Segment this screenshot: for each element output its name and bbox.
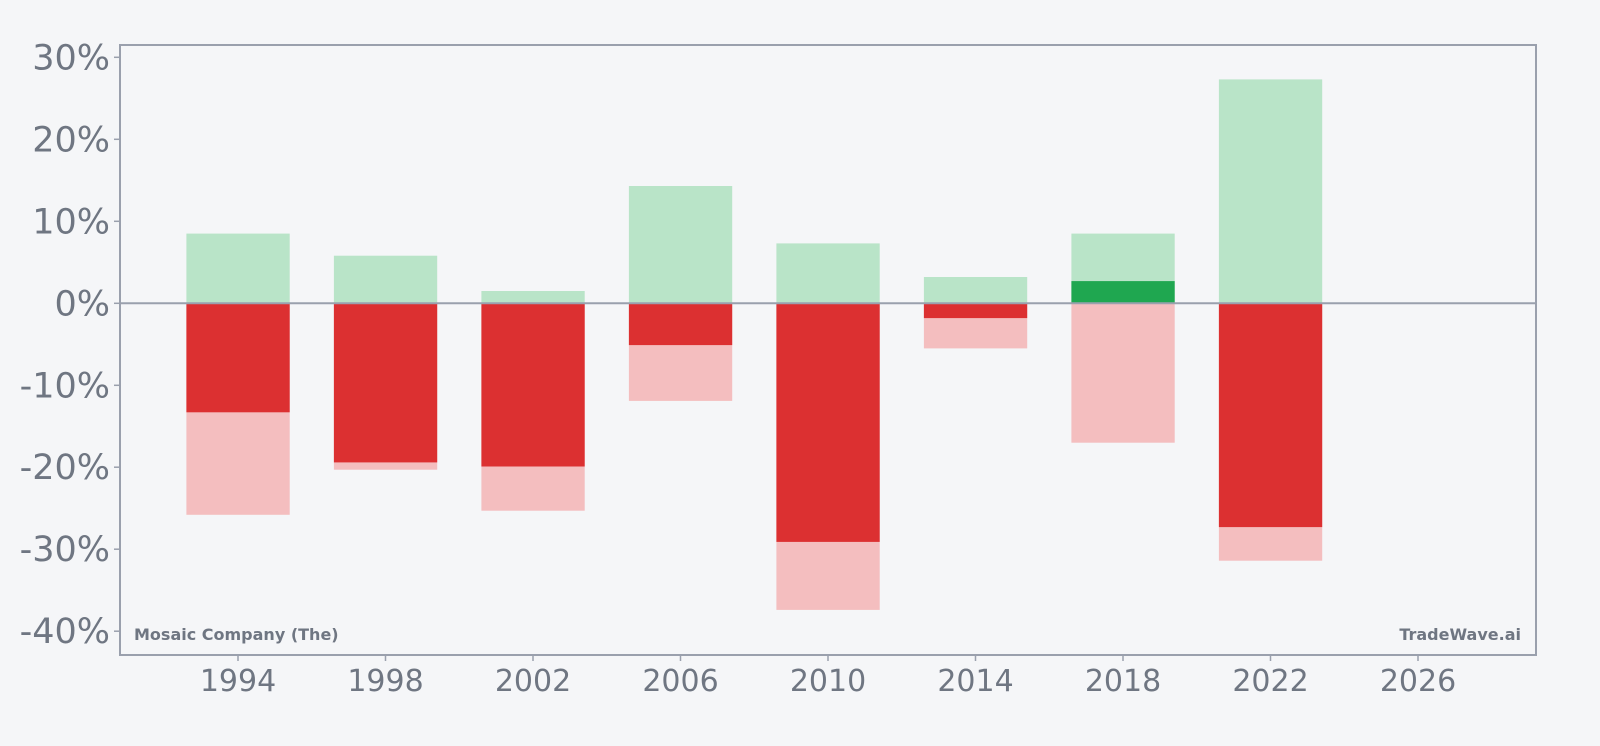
bar-2006-close: [628, 303, 733, 346]
x-tick-label: 2018: [1085, 664, 1161, 699]
y-tick-label: 30%: [32, 38, 110, 78]
y-tick-label: -40%: [20, 612, 110, 652]
chart-annotation-left: Mosaic Company (The): [134, 625, 339, 644]
bar-2018-close: [1071, 281, 1175, 304]
bar-1998-close: [333, 303, 438, 463]
y-tick-label: 0%: [54, 284, 110, 324]
bar-2014-close: [923, 303, 1028, 319]
x-tick-label: 1994: [200, 664, 276, 699]
bar-2002-close: [481, 303, 585, 467]
y-tick-label: -10%: [20, 366, 110, 406]
x-tick-label: 2010: [790, 664, 866, 699]
bar-2014-high: [923, 277, 1028, 304]
x-tick-label: 1998: [347, 664, 423, 699]
bar-2010-high: [776, 243, 880, 304]
bar-2002-high: [481, 291, 585, 304]
x-tick-label: 2022: [1232, 664, 1308, 699]
x-tick-label: 2006: [642, 664, 718, 699]
bar-2022-high: [1218, 79, 1323, 304]
y-tick-label: 10%: [32, 202, 110, 242]
y-tick-label: -20%: [20, 448, 110, 488]
bar-2006-high: [628, 186, 733, 304]
bar-1998-high: [333, 255, 438, 304]
bars-layer: [186, 79, 1323, 610]
chart-annotation-right: TradeWave.ai: [1399, 625, 1521, 644]
x-axis: 1994 1998 2002 2006 2010 2014 2018 2022 2026: [200, 655, 1456, 699]
bar-1994-high: [186, 233, 290, 304]
y-axis: 30% 20% 10% 0% -10% -20% -30% -40%: [20, 38, 120, 652]
bar-2022-close: [1218, 303, 1323, 528]
bar-2018-low: [1071, 303, 1175, 443]
x-tick-label: 2026: [1380, 664, 1456, 699]
y-tick-label: -30%: [20, 530, 110, 570]
y-tick-label: 20%: [32, 120, 110, 160]
bar-1994-close: [186, 303, 290, 413]
x-tick-label: 2014: [937, 664, 1013, 699]
bar-2010-close: [776, 303, 880, 542]
x-tick-label: 2002: [495, 664, 571, 699]
